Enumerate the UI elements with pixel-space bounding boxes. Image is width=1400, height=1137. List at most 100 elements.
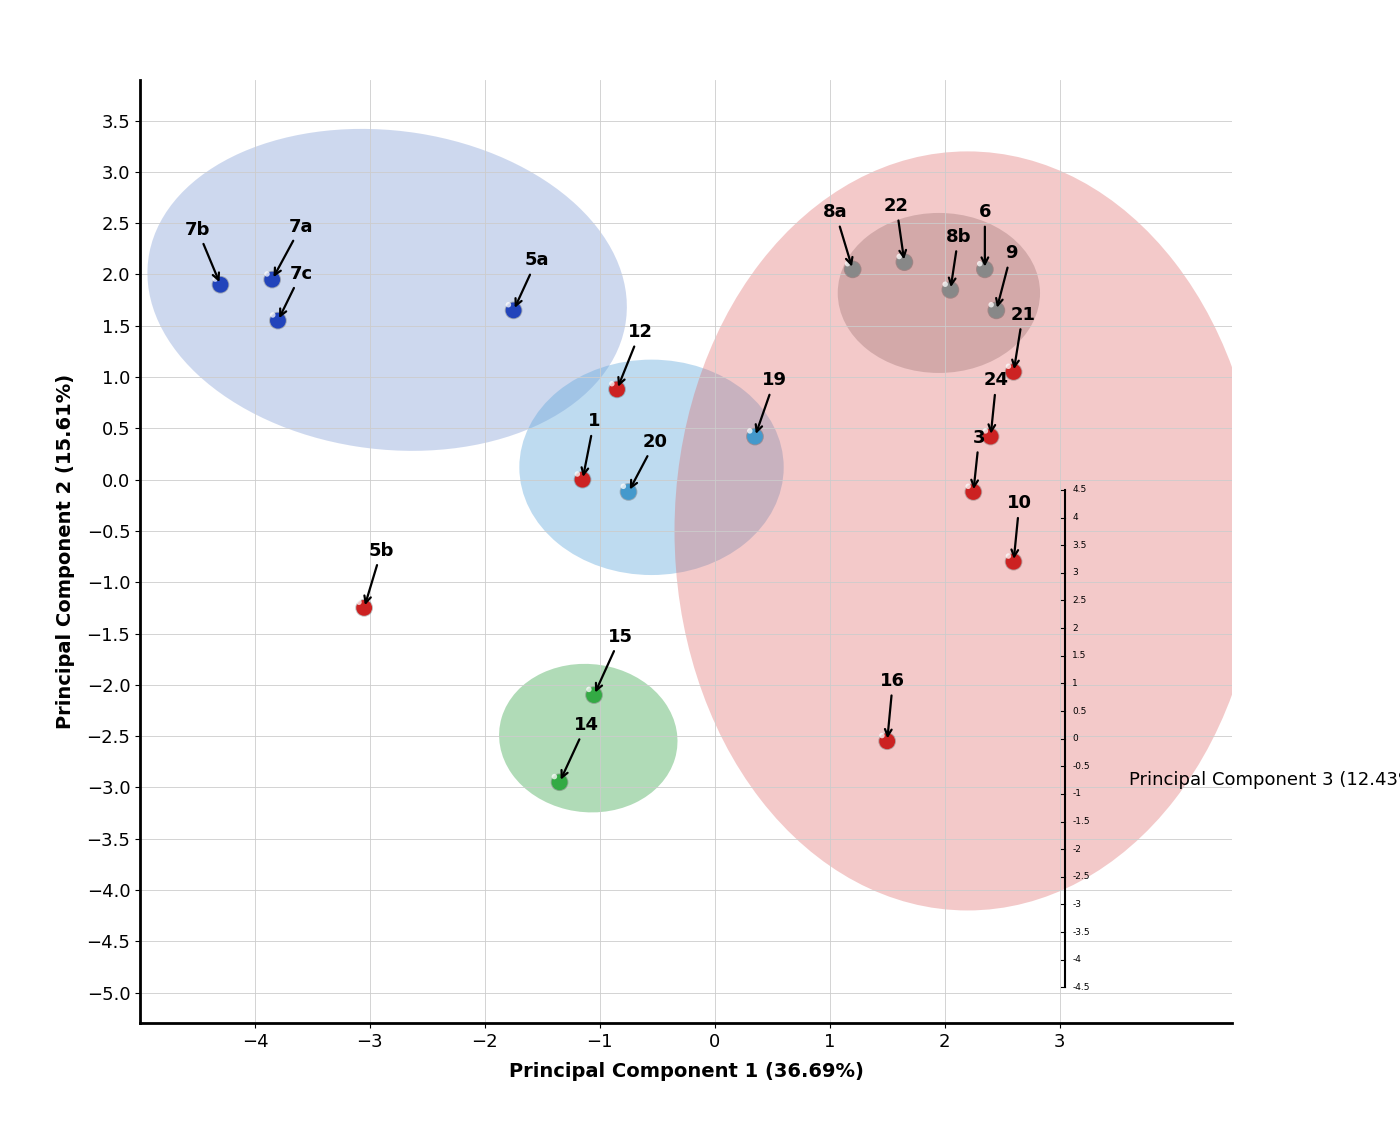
Point	[267, 312, 290, 330]
Point	[973, 260, 995, 279]
Text: 7c: 7c	[280, 265, 312, 316]
Text: 2: 2	[1072, 623, 1078, 632]
Point	[974, 422, 997, 440]
Point	[617, 483, 640, 501]
Text: 4: 4	[1072, 513, 1078, 522]
Text: 0.5: 0.5	[1072, 706, 1086, 715]
Point	[503, 301, 525, 319]
Text: -3: -3	[1072, 901, 1081, 908]
Text: Principal Component 3 (12.43%): Principal Component 3 (12.43%)	[1128, 771, 1400, 789]
Point	[997, 357, 1019, 375]
Point	[876, 732, 899, 750]
Text: -2: -2	[1072, 845, 1081, 854]
Text: 8a: 8a	[823, 204, 853, 264]
Text: 0: 0	[1072, 735, 1078, 744]
Point	[986, 301, 1008, 319]
Ellipse shape	[498, 664, 678, 813]
Text: 2.5: 2.5	[1072, 596, 1086, 605]
Text: 3: 3	[972, 429, 986, 487]
Text: 22: 22	[883, 197, 909, 257]
Point	[601, 374, 623, 392]
Text: -2.5: -2.5	[1072, 872, 1089, 881]
Text: 3: 3	[1072, 568, 1078, 578]
Point	[980, 428, 1002, 446]
Text: 15: 15	[596, 628, 633, 690]
Text: -3.5: -3.5	[1072, 928, 1089, 937]
Point	[893, 254, 916, 272]
Point	[986, 301, 1008, 319]
Point	[347, 594, 370, 612]
Text: 20: 20	[631, 433, 668, 488]
Text: 5b: 5b	[364, 541, 393, 603]
Point	[893, 254, 916, 272]
Point	[739, 422, 762, 440]
Text: 24: 24	[984, 372, 1009, 431]
Point	[962, 483, 984, 501]
Point	[612, 478, 634, 496]
Point	[743, 428, 766, 446]
Point	[204, 269, 227, 288]
Point	[260, 271, 283, 289]
Text: 6: 6	[979, 204, 991, 264]
Point	[549, 773, 571, 791]
Text: 21: 21	[1011, 306, 1035, 367]
Ellipse shape	[519, 359, 784, 575]
Point	[353, 599, 375, 617]
Text: 19: 19	[756, 372, 787, 432]
Text: 1: 1	[581, 413, 601, 474]
Y-axis label: Principal Component 2 (15.61%): Principal Component 2 (15.61%)	[56, 374, 76, 729]
Point	[353, 599, 375, 617]
Point	[497, 296, 519, 314]
Point	[980, 296, 1002, 314]
Point	[997, 547, 1019, 565]
Text: 1: 1	[1072, 679, 1078, 688]
Point	[260, 271, 283, 289]
Point	[973, 260, 995, 279]
Text: 3.5: 3.5	[1072, 541, 1086, 549]
Ellipse shape	[837, 213, 1040, 373]
Point	[582, 686, 605, 704]
Text: 12: 12	[619, 323, 652, 384]
Point	[503, 301, 525, 319]
Text: 7a: 7a	[274, 217, 314, 275]
Point	[876, 732, 899, 750]
Point	[841, 260, 864, 279]
Point	[549, 773, 571, 791]
Point	[1002, 553, 1025, 571]
Text: -4: -4	[1072, 955, 1081, 964]
Point	[571, 471, 594, 489]
Point	[209, 275, 231, 293]
Point	[939, 281, 962, 299]
Text: 16: 16	[881, 672, 906, 736]
Point	[836, 255, 858, 273]
Point	[606, 380, 629, 398]
Text: -1: -1	[1072, 789, 1081, 798]
Point	[617, 483, 640, 501]
Point	[743, 428, 766, 446]
Text: 10: 10	[1007, 495, 1032, 556]
Point	[934, 275, 956, 293]
Point	[209, 275, 231, 293]
Text: -4.5: -4.5	[1072, 982, 1089, 991]
Point	[1002, 363, 1025, 381]
Point	[962, 483, 984, 501]
Ellipse shape	[675, 151, 1261, 911]
Point	[888, 248, 910, 266]
Text: -0.5: -0.5	[1072, 762, 1089, 771]
Point	[969, 255, 991, 273]
Point	[256, 265, 279, 283]
Ellipse shape	[147, 128, 627, 451]
Point	[571, 471, 594, 489]
Point	[1002, 363, 1025, 381]
Point	[606, 380, 629, 398]
Text: 5a: 5a	[515, 251, 549, 306]
Text: 1.5: 1.5	[1072, 652, 1086, 661]
Point	[939, 281, 962, 299]
Point	[267, 312, 290, 330]
Point	[262, 306, 284, 324]
Point	[582, 686, 605, 704]
Point	[578, 680, 601, 698]
Text: 9: 9	[997, 244, 1018, 306]
Point	[871, 727, 893, 745]
Point	[980, 428, 1002, 446]
